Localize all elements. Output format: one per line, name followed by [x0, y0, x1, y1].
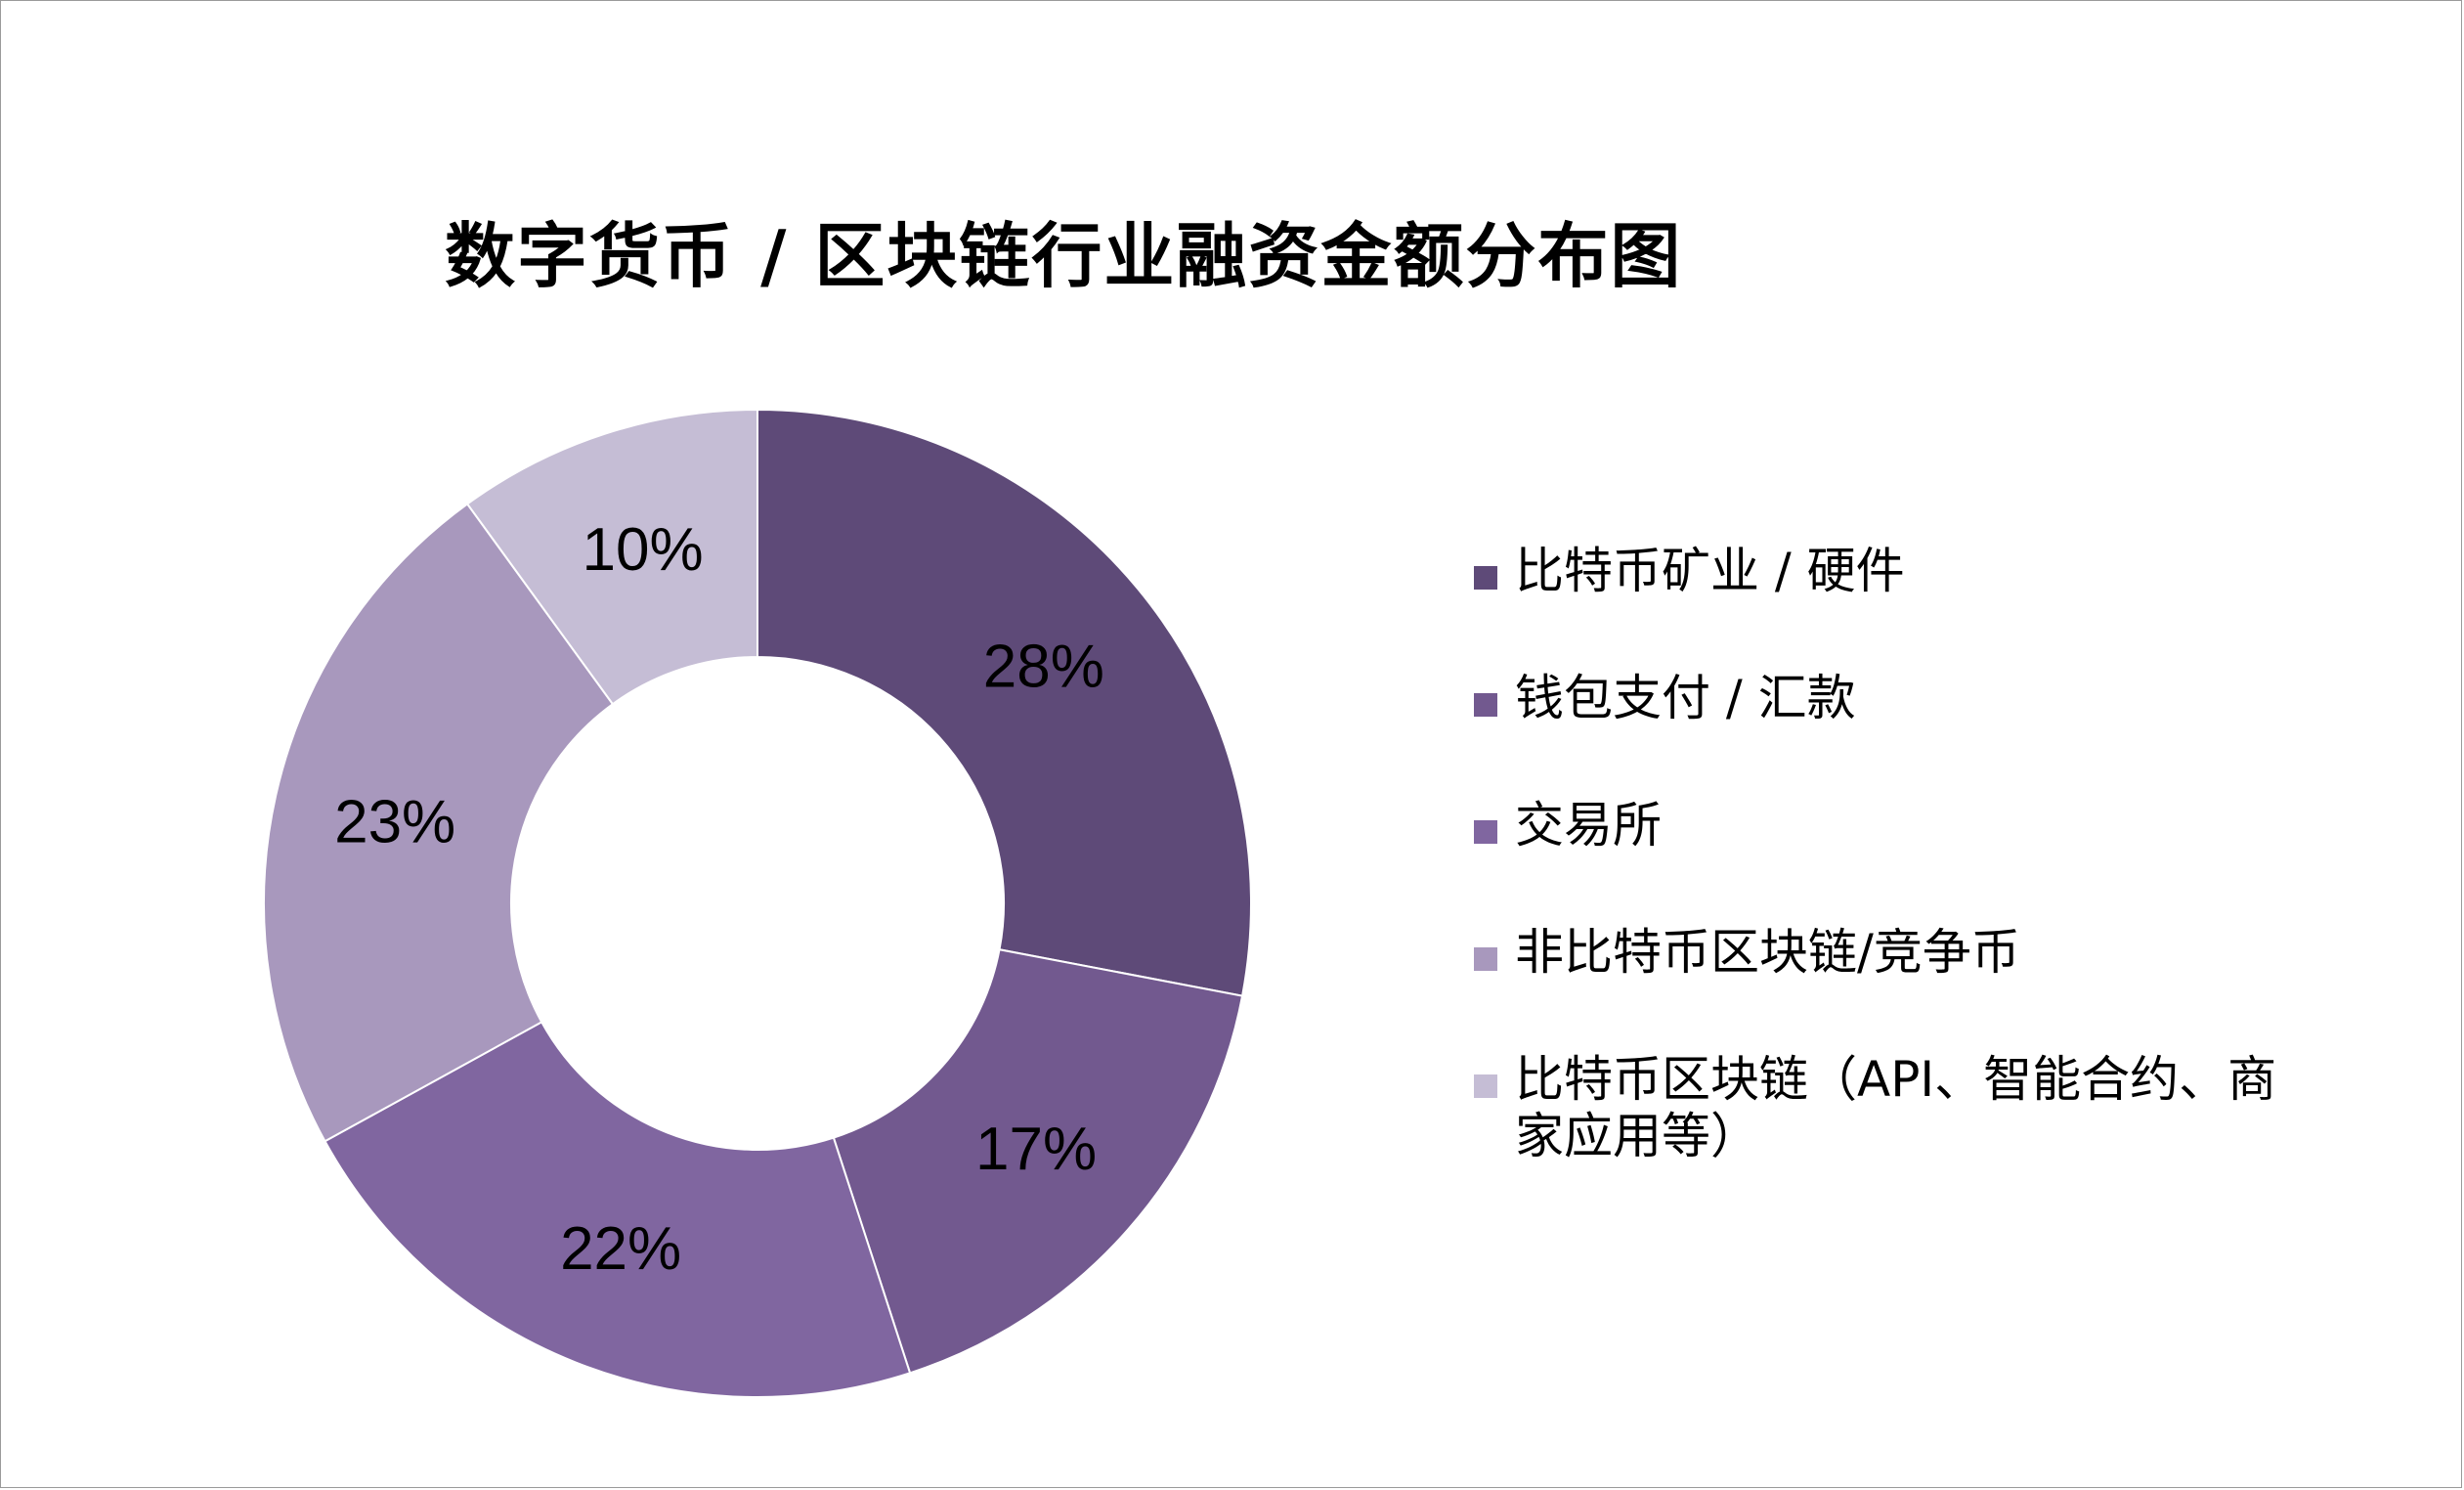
legend-swatch — [1474, 820, 1497, 844]
legend-label: 非比特币区块链/竞争币 — [1515, 924, 2020, 981]
slice-data-label: 22% — [560, 1215, 681, 1283]
legend-item: 非比特币区块链/竞争币 — [1474, 924, 2314, 981]
legend-label: 交易所 — [1515, 797, 1662, 854]
donut-slice — [263, 503, 615, 1143]
legend-swatch — [1474, 693, 1497, 717]
legend-item: 交易所 — [1474, 797, 2314, 854]
donut-slice — [324, 1021, 912, 1398]
slice-data-label: 17% — [975, 1116, 1097, 1183]
donut-slice — [832, 948, 1244, 1375]
donut-slice — [756, 408, 1252, 997]
legend-swatch — [1474, 566, 1497, 590]
legend-item: 比特币区块链（API、智能合约、商家应用等） — [1474, 1051, 2314, 1164]
slice-data-label: 23% — [334, 789, 455, 856]
donut-slice — [465, 408, 758, 706]
legend-item: 比特币矿业 / 硬件 — [1474, 543, 2314, 599]
slice-data-label: 28% — [983, 633, 1104, 700]
legend-item: 钱包支付 / 汇款 — [1474, 670, 2314, 726]
legend-label: 比特币矿业 / 硬件 — [1515, 543, 1905, 599]
legend-swatch — [1474, 1074, 1497, 1098]
slice-data-label: 10% — [583, 516, 704, 584]
legend-swatch — [1474, 947, 1497, 971]
legend: 比特币矿业 / 硬件 钱包支付 / 汇款 交易所 非比特币区块链/竞争币 比特币… — [1474, 543, 2314, 1235]
legend-label: 比特币区块链（API、智能合约、商家应用等） — [1515, 1051, 2277, 1164]
chart-title: 数字货币 / 区块链行业融资金额分布图 — [445, 214, 1683, 297]
legend-label: 钱包支付 / 汇款 — [1515, 670, 1856, 726]
